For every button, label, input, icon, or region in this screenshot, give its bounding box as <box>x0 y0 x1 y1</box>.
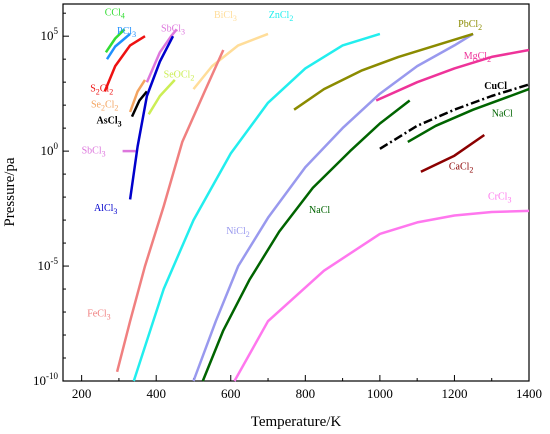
series-line-3 <box>145 28 178 83</box>
series-label-2: S2Cl2 <box>90 83 113 96</box>
series-label-12: NiCl2 <box>226 226 249 239</box>
series-label-4: Se2Cl2 <box>91 99 118 112</box>
plot-frame <box>62 3 530 382</box>
series-label-14: PbCl2 <box>458 19 482 32</box>
series-line-14 <box>293 32 474 111</box>
series-label-8: AlCl3 <box>94 203 117 216</box>
series-label-18: CaCl2 <box>449 162 474 175</box>
series-line-9 <box>192 32 269 90</box>
series-line-0 <box>104 28 126 53</box>
series-line-12 <box>192 32 474 382</box>
series-line-19 <box>233 209 530 382</box>
series-line-8 <box>128 35 175 200</box>
series-label-0: CCl4 <box>105 7 125 20</box>
x-tick-label-1: 400 <box>146 386 166 401</box>
y-axis-label: Pressure/pa <box>2 157 18 226</box>
y-tick-label-3: 10-10 <box>33 371 58 388</box>
series-label-7: SbCl3 <box>82 145 106 158</box>
x-tick-label-2: 600 <box>221 386 241 401</box>
x-axis-label: Temperature/K <box>251 414 342 430</box>
series-label-17: NaCl <box>492 109 513 120</box>
series-label-15: MgCl2 <box>464 51 491 64</box>
series-line-4 <box>128 79 147 113</box>
series-label-11: ZnCl2 <box>269 10 294 23</box>
series-label-19: CrCl3 <box>488 191 511 204</box>
series-line-2 <box>103 35 146 92</box>
series-line-16 <box>379 83 530 150</box>
x-tick-label-4: 1000 <box>367 386 393 401</box>
y-tick-label-2: 10-5 <box>38 256 59 273</box>
series-label-16: CuCl <box>484 81 507 92</box>
axis-ticks: 200 400 600 800 1000 1200 1400 105 100 10-5 10-10 <box>33 12 542 401</box>
series-line-6 <box>147 79 176 115</box>
series-label-3: SbCl3 <box>161 24 185 37</box>
x-tick-label-3: 800 <box>296 386 316 401</box>
x-tick-label-5: 1200 <box>441 386 467 401</box>
series-line-17 <box>407 87 530 143</box>
series-line-18 <box>420 133 486 173</box>
series-line-5 <box>130 90 148 118</box>
series-labels: CCl4 PCl3 S2Cl2 SbCl3 Se2Cl2 AsCl3 SeOCl2 SbCl3… <box>82 7 513 321</box>
series-label-13: NaCl <box>309 205 330 216</box>
y-tick-label-1: 100 <box>41 141 59 158</box>
series-label-10: FeCl3 <box>87 309 110 322</box>
y-tick-label-0: 105 <box>41 26 59 43</box>
x-tick-label-6: 1400 <box>516 386 542 401</box>
series-line-1 <box>105 32 131 60</box>
series-line-10 <box>115 49 225 373</box>
series-label-1: PCl3 <box>117 26 136 39</box>
series-label-9: BiCl3 <box>214 10 237 23</box>
series-label-6: SeOCl2 <box>164 70 195 83</box>
x-tick-label-0: 200 <box>72 386 92 401</box>
series-line-13 <box>201 99 411 382</box>
series-lines <box>103 28 530 382</box>
series-label-5: AsCl3 <box>97 116 122 129</box>
series-line-15 <box>375 48 530 102</box>
series-line-11 <box>132 32 381 382</box>
